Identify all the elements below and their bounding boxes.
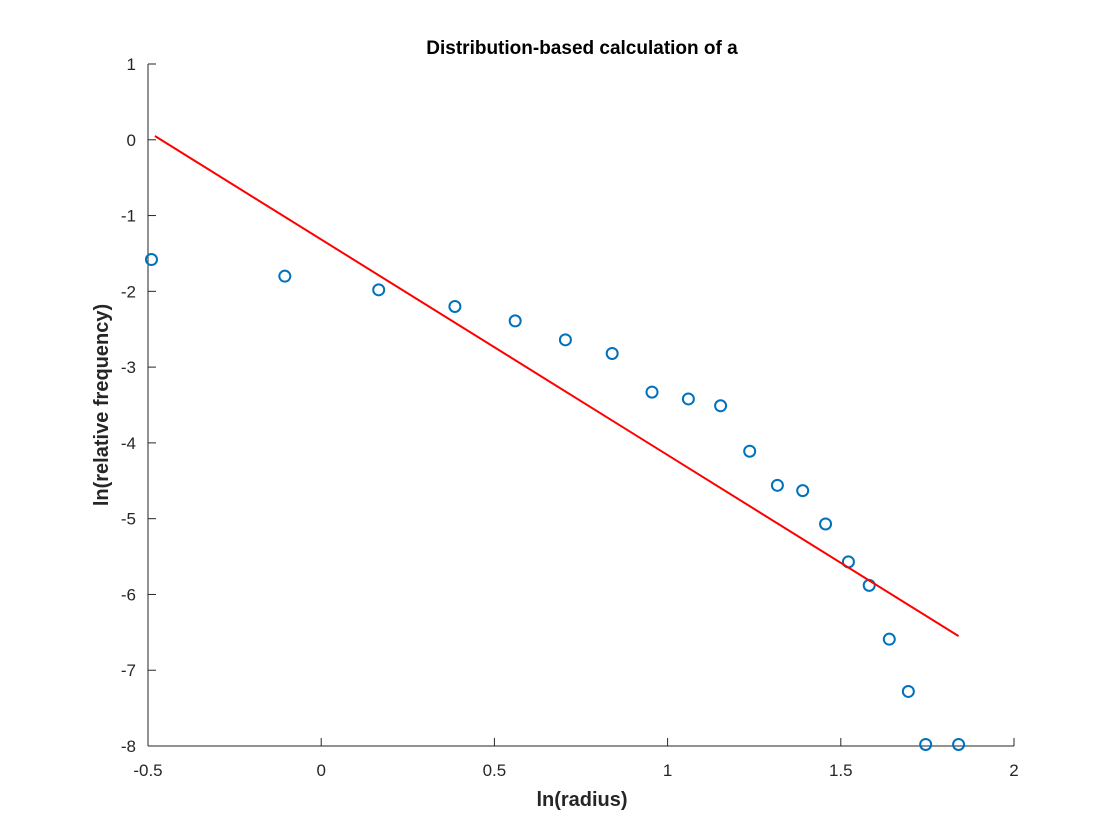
x-tick-label: 0.5 [483, 761, 507, 780]
y-axis-label: ln(relative frequency) [91, 304, 113, 506]
y-tick-label: -5 [121, 510, 136, 529]
data-point [819, 517, 833, 531]
data-point [558, 333, 572, 347]
data-point [605, 346, 619, 360]
data-point [743, 444, 757, 458]
axes: -0.5 0 0.5 1 1.5 2 1 0 -1 -2 -3 -4 -5 -6 -7 -8 [121, 55, 1019, 780]
chart-title: Distribution-based calculation of a [426, 38, 738, 59]
y-tick-label: -8 [121, 737, 136, 756]
data-point [278, 269, 292, 283]
data-point [919, 737, 933, 751]
data-point [901, 684, 915, 698]
series-layer [144, 135, 966, 751]
y-tick-label: -2 [121, 282, 136, 301]
x-tick-label: 1.5 [829, 761, 853, 780]
data-point [508, 314, 522, 328]
y-tick-label: -6 [121, 585, 136, 604]
data-point [372, 283, 386, 297]
data-point [882, 632, 896, 646]
data-point [796, 484, 810, 498]
data-point [144, 253, 158, 267]
data-point [448, 299, 462, 313]
x-tick-label: -0.5 [133, 761, 162, 780]
fit-line [154, 135, 960, 637]
y-tick-label: 1 [127, 55, 136, 74]
y-tick-label: -4 [121, 434, 136, 453]
data-point [681, 392, 695, 406]
y-tick-label: -1 [121, 207, 136, 226]
x-axis-label: ln(radius) [536, 789, 627, 811]
x-tick-label: 0 [316, 761, 325, 780]
y-tick-label: 0 [127, 131, 136, 150]
data-point [714, 399, 728, 413]
data-point [645, 385, 659, 399]
data-point [770, 478, 784, 492]
x-tick-label: 1 [663, 761, 672, 780]
y-tick-label: -7 [121, 661, 136, 680]
y-tick-label: -3 [121, 358, 136, 377]
x-tick-label: 2 [1009, 761, 1018, 780]
data-point [952, 737, 966, 751]
